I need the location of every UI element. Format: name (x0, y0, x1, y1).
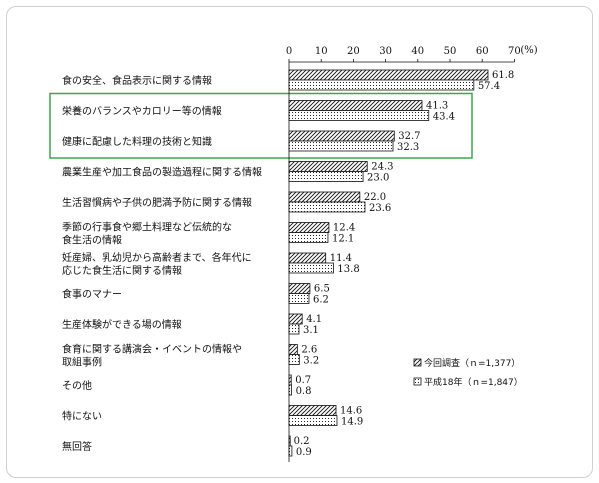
bar-value-label: 14.6 (340, 406, 362, 417)
bar-current (288, 283, 311, 294)
bar-value-label: 32.7 (398, 131, 420, 142)
category-label: 無回答 (62, 440, 92, 453)
category-label: 健康に配慮した料理の技術と知識 (62, 135, 212, 148)
bar-current (288, 191, 361, 203)
bar-value-label: 23.6 (369, 203, 391, 214)
x-unit-label: (%) (520, 45, 537, 56)
bar-h18 (288, 201, 366, 213)
bar-value-label: 23.0 (367, 173, 389, 184)
category-label: 食育に関する講演会・イベントの情報や (62, 343, 242, 356)
x-tick-label: 40 (411, 46, 424, 57)
category-label: 応じた食生活に関する情報 (62, 264, 182, 277)
bar-h18 (288, 384, 292, 396)
legend-swatch (413, 377, 422, 386)
bar-h18 (288, 232, 329, 243)
bar-value-label: 12.4 (333, 223, 355, 234)
bar-current (288, 405, 337, 416)
bar-current (288, 100, 423, 111)
bar-value-label: 22.0 (364, 192, 386, 203)
bar-value-label: 2.6 (301, 345, 317, 356)
category-label: 食事のマナー (62, 288, 122, 301)
bar-h18 (288, 354, 300, 365)
bar-value-label: 0.2 (294, 436, 310, 447)
bar-current (288, 69, 489, 81)
highlight-box (49, 92, 473, 159)
category-label: 農業生産や加工食品の製造過程に関する情報 (62, 166, 262, 179)
bar-h18 (288, 79, 475, 91)
bar-current (288, 344, 298, 355)
bar-value-label: 43.4 (433, 112, 455, 123)
bar-value-label: 14.9 (341, 417, 363, 428)
bar-value-label: 0.7 (295, 375, 311, 386)
bar-current (288, 252, 327, 264)
bar-value-label: 32.3 (397, 142, 419, 153)
bar-value-label: 0.8 (296, 386, 312, 397)
bar-current (288, 130, 395, 142)
bar-current (288, 222, 330, 233)
bar-current (288, 374, 292, 386)
bar-h18 (288, 415, 338, 426)
category-label: 妊産婦、乳幼児から高齢者まで、各年代に (62, 251, 252, 264)
x-tick-label: 50 (444, 46, 457, 57)
category-label: 季節の行事食や郷土料理など伝統的な (62, 221, 232, 234)
bar-h18 (288, 445, 293, 457)
bar-h18 (288, 323, 300, 335)
bar-h18 (288, 140, 394, 152)
bar-value-label: 3.1 (303, 325, 319, 336)
bar-h18 (288, 262, 334, 274)
bar-value-label: 11.4 (330, 253, 352, 264)
bar-current (288, 161, 368, 172)
x-tick-label: 10 (315, 46, 328, 57)
category-label: 生産体験ができる場の情報 (62, 318, 182, 331)
bar-value-label: 61.8 (492, 70, 514, 81)
x-tick-label: 20 (347, 46, 360, 57)
legend-label: 今回調査（ｎ=1,377） (424, 357, 520, 369)
bar-value-label: 4.1 (306, 314, 322, 325)
x-tick-label: 70 (508, 46, 521, 57)
category-label: 食生活の情報 (62, 234, 122, 247)
bar-value-label: 13.8 (337, 264, 359, 275)
bar-value-label: 0.9 (296, 447, 312, 458)
bar-value-label: 6.5 (314, 284, 330, 295)
category-label: 食の安全、食品表示に関する情報 (62, 74, 212, 87)
bar-h18 (288, 293, 310, 304)
bar-current (288, 313, 303, 325)
legend-swatch (413, 358, 422, 367)
x-tick-label: 60 (476, 46, 489, 57)
bar-h18 (288, 171, 364, 182)
bar-h18 (288, 110, 430, 121)
legend-label: 平成18年（ｎ=1,847） (424, 376, 523, 388)
category-label: 取組事例 (62, 356, 102, 369)
category-label: 栄養のバランスやカロリー等の情報 (62, 105, 222, 118)
bar-current (288, 435, 291, 447)
category-label: 生活習慣病や子供の肥満予防に関する情報 (62, 196, 252, 209)
bar-value-label: 3.2 (303, 356, 319, 367)
bar-value-label: 41.3 (426, 101, 448, 112)
bar-value-label: 12.1 (332, 234, 354, 245)
bar-value-label: 57.4 (478, 81, 500, 92)
x-tick-label: 0 (286, 46, 292, 57)
bar-value-label: 24.3 (371, 162, 393, 173)
x-tick-label: 30 (379, 46, 392, 57)
category-label: 特にない (62, 411, 102, 423)
category-label: その他 (62, 379, 92, 392)
bar-value-label: 6.2 (313, 295, 329, 306)
